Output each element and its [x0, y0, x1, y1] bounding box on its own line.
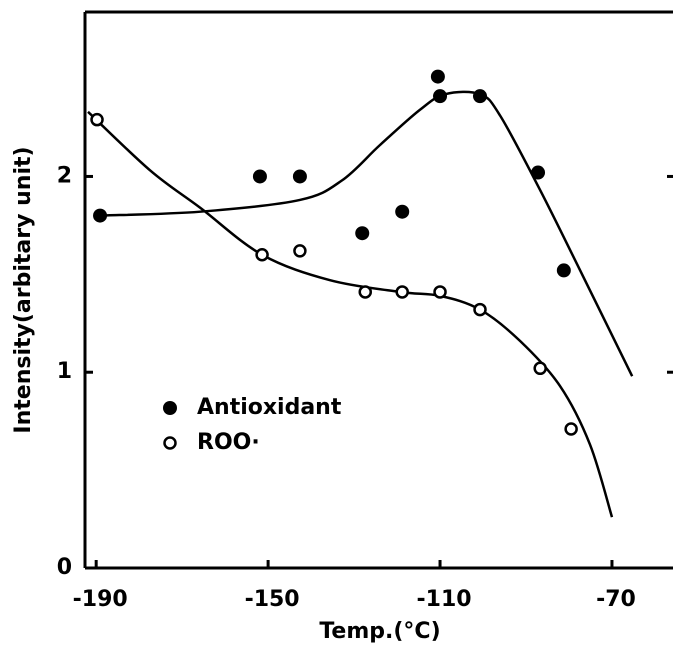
data-point — [395, 285, 409, 299]
legend-marker — [163, 401, 177, 415]
data-point — [355, 226, 370, 241]
data-point — [395, 204, 410, 219]
data-point — [531, 165, 546, 180]
legend-marker — [163, 436, 177, 450]
data-point — [433, 285, 447, 299]
data-point — [252, 169, 267, 184]
data-point — [90, 112, 104, 127]
y-tick-label: 0 — [57, 555, 72, 580]
data-point — [473, 89, 488, 104]
legend-label: ROO· — [197, 430, 260, 455]
data-point — [255, 248, 269, 262]
y-axis-label: Intensity(arbitary unit) — [11, 146, 36, 433]
fit-curve — [87, 110, 614, 518]
y-tick-label: 1 — [57, 359, 72, 384]
data-point — [430, 69, 445, 84]
x-tick-label: -110 — [417, 587, 472, 612]
legend-label: Antioxidant — [197, 395, 342, 420]
y-tick-label: 2 — [57, 163, 72, 188]
data-point — [533, 361, 547, 376]
data-point — [93, 208, 108, 223]
data-point — [292, 169, 307, 184]
data-point — [473, 302, 487, 317]
data-point — [358, 285, 372, 299]
data-point — [433, 89, 448, 104]
x-tick-label: -150 — [245, 587, 300, 612]
x-tick-label: -70 — [596, 587, 636, 612]
x-axis-label: Temp.(°C) — [319, 619, 440, 644]
data-point — [564, 422, 578, 436]
data-point — [293, 244, 307, 258]
x-tick-label: -190 — [73, 587, 128, 612]
data-point — [556, 263, 571, 278]
